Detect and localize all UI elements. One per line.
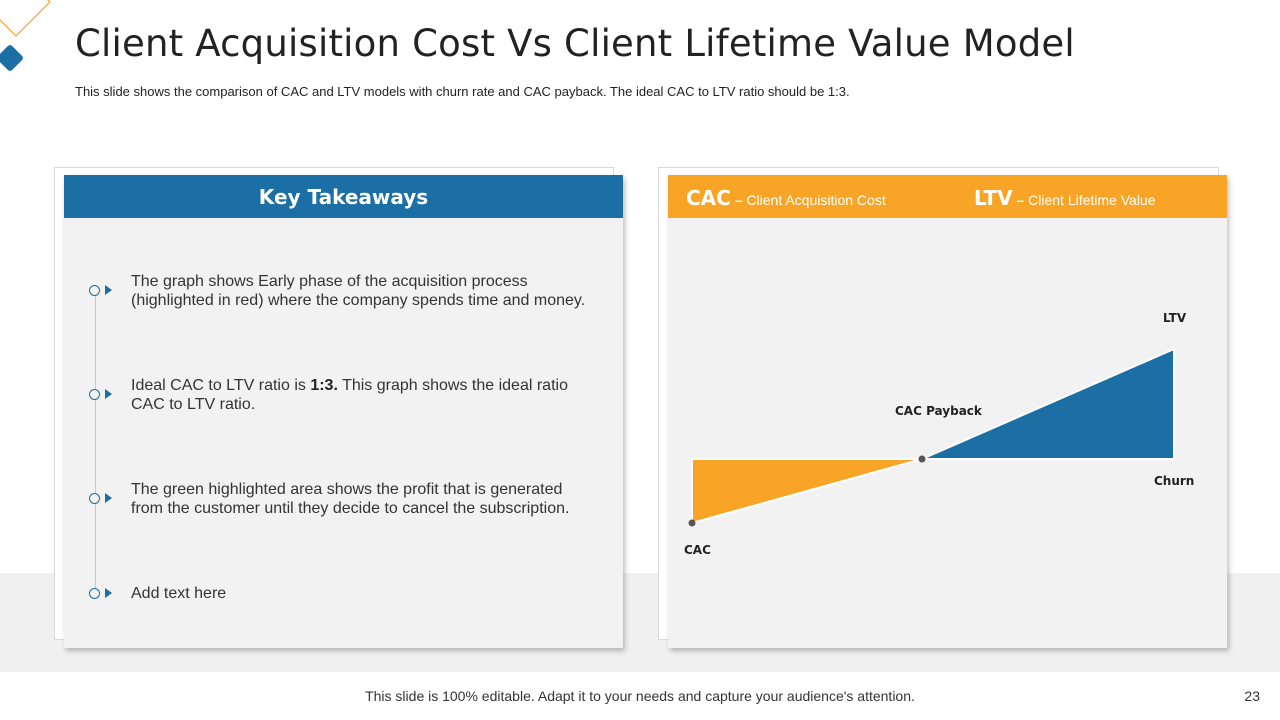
cac-label: CAC — [684, 543, 711, 557]
takeaways-panel: Key Takeaways The graph shows Early phas… — [64, 175, 623, 648]
takeaway-line: The green highlighted area shows the pro… — [131, 481, 563, 498]
takeaway-text-post: This graph shows the ideal ratio — [337, 377, 568, 394]
chart-header: CAC – Client Acquisition Cost LTV – Clie… — [668, 175, 1227, 218]
bullet-arrow-icon — [105, 493, 112, 503]
logo-icon — [0, 0, 51, 71]
takeaway-text: Ideal CAC to LTV ratio is 1:3. This grap… — [131, 376, 601, 414]
takeaway-line: from the customer until they decide to c… — [131, 500, 570, 517]
cac-area — [691, 458, 923, 525]
takeaway-text: The graph shows Early phase of the acqui… — [131, 272, 601, 310]
slide-title: Client Acquisition Cost Vs Client Lifeti… — [75, 22, 1075, 65]
slide-footer: This slide is 100% editable. Adapt it to… — [365, 688, 915, 704]
takeaway-line: Ideal CAC to LTV ratio is 1:3. This grap… — [131, 376, 601, 395]
takeaway-line: Add text here — [131, 585, 227, 602]
cac-abbr: CAC — [686, 186, 731, 210]
slide-subtitle: This slide shows the comparison of CAC a… — [75, 84, 850, 99]
takeaway-text-pre: Ideal CAC to LTV ratio is — [131, 377, 311, 394]
churn-label: Churn — [1154, 474, 1194, 488]
payback-point — [918, 455, 926, 463]
bullet-circle-icon — [89, 389, 100, 400]
cac-point — [688, 519, 696, 527]
bullet-circle-icon — [89, 493, 100, 504]
page-number: 23 — [1244, 688, 1260, 704]
takeaway-line: (highlighted in red) where the company s… — [131, 292, 586, 309]
bullet-arrow-icon — [105, 588, 112, 598]
cac-payback-label: CAC Payback — [895, 404, 983, 418]
ltv-full: Client Lifetime Value — [1028, 192, 1156, 208]
takeaway-text: The green highlighted area shows the pro… — [131, 480, 601, 518]
cac-full: Client Acquisition Cost — [746, 192, 886, 208]
ltv-abbr: LTV — [974, 186, 1013, 210]
bullet-arrow-icon — [105, 285, 112, 295]
takeaway-line: The graph shows Early phase of the acqui… — [131, 273, 528, 290]
takeaways-header: Key Takeaways — [64, 175, 623, 218]
chart-panel: CAC – Client Acquisition Cost LTV – Clie… — [668, 175, 1227, 648]
cac-ltv-diagram: CAC CAC Payback LTV Churn — [684, 311, 1194, 557]
takeaway-text: Add text here — [131, 584, 601, 603]
bullet-circle-icon — [89, 588, 100, 599]
takeaway-line: CAC to LTV ratio. — [131, 396, 256, 413]
cac-legend: CAC – Client Acquisition Cost — [686, 186, 886, 210]
ltv-legend: LTV – Client Lifetime Value — [974, 186, 1156, 210]
ltv-label: LTV — [1163, 311, 1187, 325]
bullet-arrow-icon — [105, 389, 112, 399]
ltv-area — [921, 347, 1175, 460]
timeline-line — [95, 291, 96, 593]
takeaway-ratio: 1:3. — [310, 377, 338, 394]
bullet-circle-icon — [89, 285, 100, 296]
cac-dash: – — [730, 192, 747, 208]
ltv-dash: – — [1012, 192, 1029, 208]
